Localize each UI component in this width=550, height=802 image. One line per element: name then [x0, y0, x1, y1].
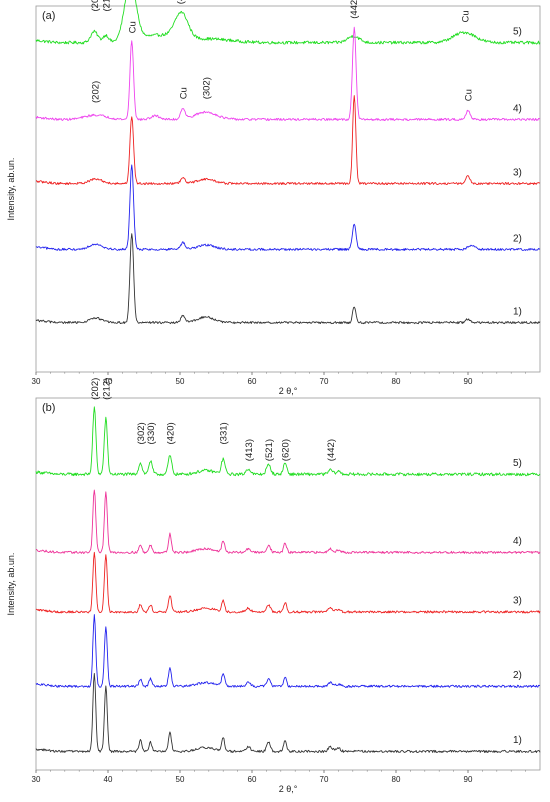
peak-annotation: Cu [127, 21, 138, 33]
peak-annotation: Cu [178, 87, 189, 99]
x-axis-label: 2 θ,° [279, 784, 298, 794]
x-tick-label: 90 [464, 775, 473, 784]
series-line-1 [35, 672, 541, 753]
series-label: 3) [513, 596, 522, 607]
series-label: 5) [513, 27, 522, 38]
peak-annotation: (521) [264, 439, 275, 461]
x-tick-label: 80 [392, 775, 401, 784]
peak-annotation: (212) [101, 0, 112, 12]
peak-annotation: (331) [219, 422, 230, 444]
peak-annotation: (202) [90, 0, 101, 12]
plot-frame [35, 397, 541, 771]
peak-annotation: (420) [176, 0, 187, 4]
series-line-4 [35, 489, 541, 554]
series-line-5 [35, 406, 541, 477]
series-label: 1) [513, 307, 522, 318]
panel-label: (b) [42, 402, 55, 414]
peak-annotation: (212) [101, 378, 112, 400]
peak-annotation: (330) [146, 422, 157, 444]
peak-annotation: Cu [464, 89, 475, 101]
peak-annotation: (420) [165, 422, 176, 444]
peak-annotation: (442) [349, 0, 360, 19]
series-line-2 [35, 614, 541, 688]
series-line-3 [35, 551, 541, 614]
plot-frame [35, 5, 541, 373]
x-tick-label: 40 [104, 377, 113, 386]
x-tick-label: 40 [104, 775, 113, 784]
peak-annotation: (413) [244, 439, 255, 461]
series-label: 2) [513, 670, 522, 681]
series-line-3 [35, 95, 541, 186]
panel-label: (a) [42, 10, 55, 22]
series-line-4 [35, 26, 541, 122]
peak-annotation: (620) [281, 439, 292, 461]
series-label: 4) [513, 103, 522, 114]
x-tick-label: 70 [320, 775, 329, 784]
peak-annotation: (302) [136, 422, 147, 444]
series-label: 3) [513, 168, 522, 179]
x-tick-label: 80 [392, 377, 401, 386]
x-tick-label: 30 [32, 775, 41, 784]
x-tick-label: 60 [248, 775, 257, 784]
x-tick-label: 90 [464, 377, 473, 386]
x-tick-label: 30 [32, 377, 41, 386]
peak-annotation: (302) [201, 77, 212, 99]
peak-annotation: Cu [461, 10, 472, 22]
x-axis-label: 2 θ,° [279, 386, 298, 396]
series-line-1 [35, 233, 541, 325]
x-tick-label: 50 [176, 775, 185, 784]
series-label: 1) [513, 735, 522, 746]
series-label: 4) [513, 536, 522, 547]
series-label: 5) [513, 458, 522, 469]
series-line-2 [35, 164, 541, 251]
peak-annotation: (442) [326, 439, 337, 461]
peak-annotation: (202) [90, 378, 101, 400]
series-label: 2) [513, 233, 522, 244]
y-axis-label: Intensity, ab.un. [6, 158, 16, 221]
x-tick-label: 50 [176, 377, 185, 386]
series-line-5 [35, 0, 541, 45]
x-tick-label: 70 [320, 377, 329, 386]
x-tick-label: 60 [248, 377, 257, 386]
y-axis-label: Intensity, ab.un. [6, 553, 16, 616]
peak-annotation: (202) [91, 81, 102, 103]
